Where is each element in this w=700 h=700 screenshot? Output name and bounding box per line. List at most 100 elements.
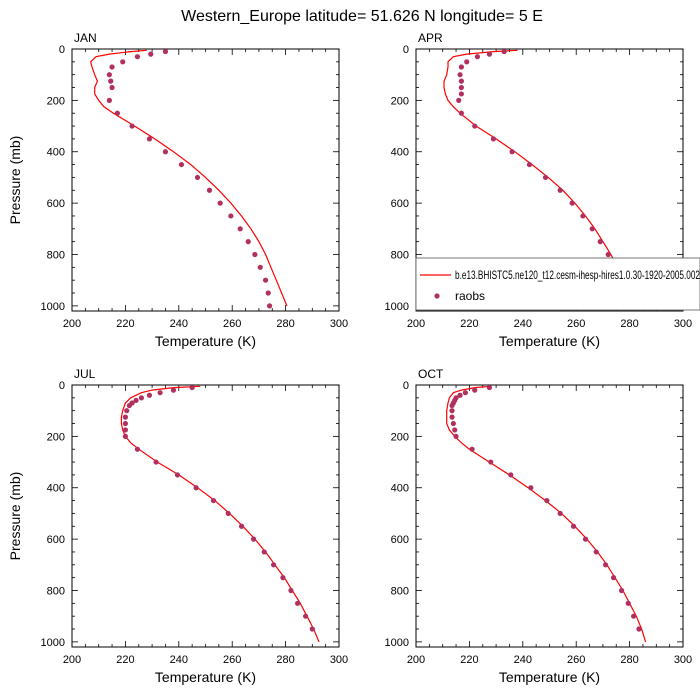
y-tick-label: 400 bbox=[47, 483, 65, 495]
y-axis-label: Pressure (mb) bbox=[7, 136, 23, 225]
raobs-point bbox=[238, 523, 245, 529]
y-tick-label: 600 bbox=[391, 198, 409, 210]
x-tick-label: 300 bbox=[674, 654, 692, 666]
raobs-point bbox=[544, 497, 550, 504]
raobs-point bbox=[602, 562, 609, 568]
y-tick-label: 0 bbox=[59, 44, 65, 56]
y-tick-label: 0 bbox=[403, 44, 409, 56]
raobs-point bbox=[122, 420, 128, 427]
x-tick-label: 300 bbox=[330, 654, 348, 666]
raobs-point bbox=[526, 161, 533, 168]
model-series-line bbox=[90, 49, 288, 307]
raobs-point bbox=[457, 392, 463, 398]
x-tick-label: 200 bbox=[407, 654, 425, 666]
raobs-point bbox=[217, 200, 223, 206]
x-axis-label: Temperature (K) bbox=[499, 669, 600, 685]
y-tick-label: 600 bbox=[391, 534, 409, 546]
legend-marker-label: raobs bbox=[455, 289, 485, 303]
raobs-point bbox=[542, 174, 549, 181]
raobs-point bbox=[582, 536, 589, 542]
panel-jul: 200 220 240 260 280 300 0 200 400 600 800 1000 Tempe… bbox=[7, 367, 348, 685]
raobs-point bbox=[458, 91, 464, 97]
raobs-point bbox=[114, 110, 120, 116]
model-series-line bbox=[120, 385, 320, 643]
raobs-point bbox=[449, 402, 455, 409]
y-tick-label: 800 bbox=[47, 585, 65, 597]
y-tick-label: 1000 bbox=[385, 637, 409, 649]
raobs-point bbox=[488, 459, 494, 465]
raobs-point bbox=[593, 549, 599, 555]
x-tick-label: 200 bbox=[407, 318, 425, 330]
legend-line-label: b.e13.BHISTC5.ne120_t12.cesm-ihesp-hires… bbox=[455, 268, 700, 282]
raobs-point bbox=[557, 510, 563, 517]
y-tick-label: 800 bbox=[47, 249, 65, 261]
raobs-point bbox=[450, 420, 456, 427]
raobs-point bbox=[295, 600, 301, 606]
raobs-point bbox=[280, 575, 286, 581]
raobs-point bbox=[120, 59, 126, 65]
raobs-point bbox=[528, 485, 534, 491]
raobs-point bbox=[501, 48, 507, 55]
raobs-point bbox=[124, 408, 130, 414]
raobs-point bbox=[257, 264, 263, 270]
raobs-point bbox=[288, 587, 294, 594]
raobs-point bbox=[157, 390, 163, 396]
panels-container: 200 220 240 260 280 300 0 200 400 600 800 1000 Tempe… bbox=[7, 31, 692, 685]
raobs-point bbox=[580, 213, 586, 219]
x-tick-label: 280 bbox=[276, 318, 294, 330]
raobs-point bbox=[106, 97, 112, 103]
raobs-point bbox=[261, 549, 267, 555]
model-series-line bbox=[446, 385, 647, 643]
panel-label: OCT bbox=[418, 367, 444, 381]
x-axis-label: Temperature (K) bbox=[155, 669, 256, 685]
raobs-point bbox=[453, 433, 459, 439]
x-tick-label: 280 bbox=[276, 654, 294, 666]
raobs-point bbox=[557, 187, 563, 193]
raobs-point bbox=[129, 123, 135, 129]
x-tick-label: 260 bbox=[567, 318, 585, 330]
raobs-point bbox=[597, 239, 603, 245]
x-tick-label: 260 bbox=[223, 318, 241, 330]
x-tick-label: 260 bbox=[223, 654, 241, 666]
y-tick-label: 0 bbox=[59, 380, 65, 392]
panel-jan: 200 220 240 260 280 300 0 200 400 600 800 1000 Tempe… bbox=[7, 31, 348, 349]
raobs-point bbox=[458, 64, 464, 70]
x-tick-label: 200 bbox=[63, 654, 81, 666]
x-tick-label: 280 bbox=[620, 318, 638, 330]
x-tick-label: 220 bbox=[116, 318, 134, 330]
raobs-point bbox=[462, 390, 468, 396]
raobs-point bbox=[250, 536, 257, 542]
raobs-point bbox=[270, 562, 277, 568]
y-tick-label: 1000 bbox=[385, 301, 409, 313]
y-tick-label: 400 bbox=[391, 147, 409, 159]
raobs-point bbox=[458, 78, 464, 84]
raobs-point bbox=[449, 408, 455, 414]
raobs-point bbox=[134, 446, 141, 452]
x-tick-label: 300 bbox=[330, 318, 348, 330]
raobs-point bbox=[490, 136, 497, 142]
raobs-point bbox=[458, 110, 464, 116]
raobs-point bbox=[509, 149, 515, 155]
y-tick-label: 800 bbox=[391, 249, 409, 261]
raobs-point bbox=[309, 626, 315, 632]
raobs-point bbox=[245, 239, 251, 245]
model-series-line bbox=[443, 49, 636, 307]
y-tick-label: 200 bbox=[47, 431, 65, 443]
legend: b.e13.BHISTC5.ne120_t12.cesm-ihesp-hires… bbox=[415, 257, 700, 311]
x-tick-label: 240 bbox=[514, 654, 532, 666]
raobs-point bbox=[456, 97, 462, 103]
raobs-point bbox=[452, 427, 458, 433]
raobs-point bbox=[458, 84, 464, 91]
x-tick-label: 220 bbox=[460, 318, 478, 330]
raobs-point bbox=[570, 523, 577, 529]
raobs-point bbox=[106, 72, 112, 78]
raobs-point bbox=[122, 427, 128, 433]
y-tick-label: 200 bbox=[47, 95, 65, 107]
raobs-point bbox=[146, 392, 153, 398]
y-tick-label: 1000 bbox=[41, 301, 65, 313]
y-tick-label: 400 bbox=[391, 483, 409, 495]
raobs-point bbox=[134, 54, 141, 60]
y-tick-label: 0 bbox=[403, 380, 409, 392]
y-tick-label: 600 bbox=[47, 534, 65, 546]
